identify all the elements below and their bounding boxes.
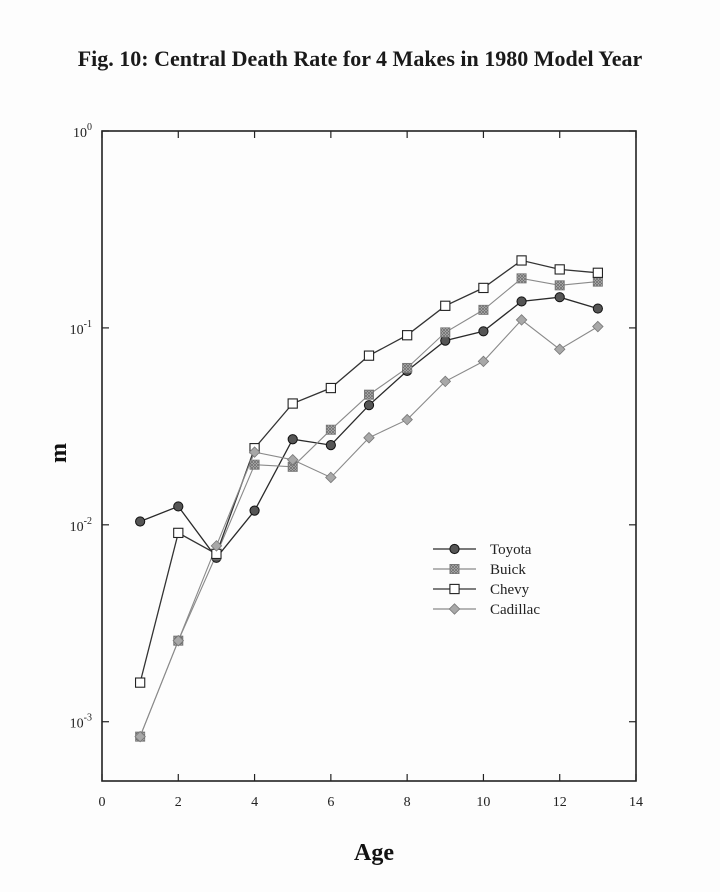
y-tick-label: 10-2 (70, 516, 92, 535)
point-buick (592, 276, 603, 287)
point-cadillac (248, 446, 261, 458)
x-tick-label: 2 (175, 795, 182, 810)
point-toyota (287, 434, 298, 445)
point-buick (478, 304, 489, 315)
point-chevy (440, 300, 451, 311)
x-tick-label: 14 (629, 795, 643, 810)
chart-title: Fig. 10: Central Death Rate for 4 Makes … (77, 46, 643, 71)
point-chevy (554, 264, 565, 275)
point-cadillac (325, 471, 337, 484)
series-line-chevy (139, 259, 598, 683)
y-tick-label: 10-3 (70, 713, 92, 732)
point-buick (249, 459, 260, 470)
point-buick (440, 327, 451, 338)
x-tick-label: 6 (327, 795, 334, 810)
point-cadillac (515, 314, 528, 326)
legend-label-toyota: Toyota (490, 542, 532, 558)
point-toyota (363, 400, 375, 411)
point-cadillac (286, 453, 299, 466)
point-toyota (135, 516, 146, 527)
point-cadillac (401, 413, 413, 426)
point-toyota (440, 335, 451, 346)
point-cadillac (477, 355, 490, 368)
point-chevy (516, 255, 527, 266)
series-line-toyota (139, 296, 599, 559)
series-line-buick (139, 277, 598, 737)
series-line-cadillac (139, 319, 599, 737)
point-chevy (401, 330, 413, 341)
point-cadillac (553, 343, 566, 356)
y-axis-label: m (46, 443, 72, 463)
point-cadillac (363, 431, 375, 444)
legend-label-buick: Buick (490, 562, 526, 578)
point-buick (516, 273, 527, 284)
plot-frame (101, 130, 637, 782)
point-buick (325, 424, 336, 435)
point-chevy (325, 382, 337, 394)
point-cadillac (172, 634, 185, 647)
point-toyota (478, 326, 489, 337)
x-axis-label: Age (354, 840, 394, 866)
point-chevy (287, 398, 298, 409)
legend-marker-buick (449, 564, 460, 575)
legend-marker-toyota (449, 543, 460, 555)
y-tick-label: 100 (73, 122, 92, 141)
x-tick-label: 0 (99, 795, 106, 810)
point-chevy (592, 267, 604, 278)
legend-label-cadillac: Cadillac (490, 602, 540, 618)
point-chevy (363, 350, 375, 361)
point-cadillac (592, 320, 604, 333)
point-buick (363, 389, 374, 400)
point-toyota (325, 440, 336, 451)
legend-marker-chevy (449, 583, 460, 595)
point-chevy (173, 527, 184, 539)
legend-marker-cadillac (448, 603, 461, 615)
point-cadillac (134, 730, 146, 743)
point-buick (402, 362, 413, 373)
point-chevy (478, 282, 489, 294)
point-cadillac (439, 375, 452, 388)
point-toyota (592, 303, 603, 314)
point-cadillac (210, 540, 223, 552)
point-toyota (173, 501, 184, 512)
x-tick-label: 12 (553, 795, 567, 810)
x-tick-label: 8 (404, 795, 411, 810)
legend-label-chevy: Chevy (490, 582, 530, 598)
x-tick-label: 4 (251, 795, 258, 810)
legend: Toyota Buick Chevy Cadillac (433, 542, 540, 618)
x-tick-label: 10 (476, 795, 490, 810)
y-tick-label: 10-1 (70, 319, 92, 338)
plot-area: 0 2 4 6 8 10 12 14 100 10-1 10-2 10-3 Age m (46, 122, 643, 866)
point-toyota (516, 296, 527, 307)
point-toyota (554, 292, 565, 303)
point-chevy (134, 677, 146, 688)
point-toyota (249, 505, 260, 516)
point-buick (554, 280, 565, 291)
